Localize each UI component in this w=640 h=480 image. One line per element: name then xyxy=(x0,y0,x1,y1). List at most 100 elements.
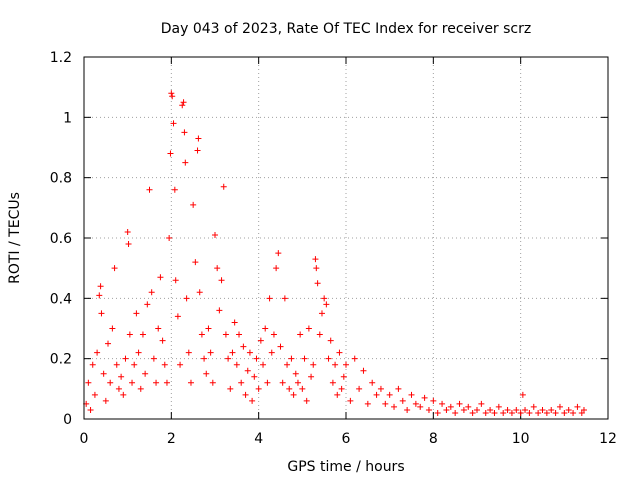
data-point xyxy=(530,403,537,410)
data-point xyxy=(369,379,376,386)
data-point xyxy=(517,409,524,416)
data-point xyxy=(190,201,197,208)
data-point xyxy=(195,135,202,142)
chart-title: Day 043 of 2023, Rate Of TEC Index for r… xyxy=(161,21,531,37)
data-point xyxy=(329,379,336,386)
data-point xyxy=(244,367,251,374)
data-point xyxy=(434,409,441,416)
y-tick-label: 0 xyxy=(63,412,72,428)
data-point xyxy=(102,397,109,404)
data-point xyxy=(174,313,181,320)
data-point xyxy=(124,228,131,235)
data-point xyxy=(214,265,221,272)
data-point xyxy=(253,355,260,362)
data-point xyxy=(284,361,291,368)
data-point xyxy=(233,361,240,368)
data-point xyxy=(126,331,133,338)
data-point xyxy=(231,319,238,326)
y-tick-label: 0.8 xyxy=(50,171,72,187)
data-point xyxy=(495,403,502,410)
data-point xyxy=(242,391,249,398)
data-point xyxy=(113,361,120,368)
data-point xyxy=(439,400,446,407)
data-point xyxy=(87,406,94,413)
data-point xyxy=(299,385,306,392)
data-point xyxy=(207,349,214,356)
data-point xyxy=(137,385,144,392)
data-point xyxy=(168,90,175,97)
x-tick-label: 8 xyxy=(429,431,438,447)
data-point xyxy=(167,150,174,157)
data-point xyxy=(216,307,223,314)
data-point xyxy=(270,331,277,338)
data-point xyxy=(148,289,155,296)
data-point xyxy=(246,349,253,356)
data-point xyxy=(313,265,320,272)
data-point xyxy=(179,102,186,109)
data-point xyxy=(452,409,459,416)
data-point xyxy=(404,406,411,413)
data-point xyxy=(395,385,402,392)
data-point xyxy=(290,391,297,398)
data-point xyxy=(310,361,317,368)
data-point xyxy=(469,409,476,416)
data-point xyxy=(139,331,146,338)
data-point xyxy=(312,256,319,263)
data-point xyxy=(535,409,542,416)
data-point xyxy=(382,400,389,407)
data-point xyxy=(391,403,398,410)
data-point xyxy=(161,361,168,368)
data-point xyxy=(323,301,330,308)
data-point xyxy=(236,331,243,338)
data-point xyxy=(360,367,367,374)
data-point xyxy=(273,265,280,272)
data-point xyxy=(266,295,273,302)
data-point xyxy=(122,355,129,362)
data-point xyxy=(286,385,293,392)
data-point xyxy=(177,361,184,368)
data-point xyxy=(153,379,160,386)
data-point xyxy=(109,325,116,332)
data-point xyxy=(543,409,550,416)
data-point xyxy=(491,409,498,416)
data-point xyxy=(408,391,415,398)
data-point xyxy=(305,325,312,332)
data-point xyxy=(220,183,227,190)
data-point xyxy=(580,406,587,413)
data-point xyxy=(456,400,463,407)
data-point xyxy=(107,379,114,386)
data-point xyxy=(166,235,173,241)
data-point xyxy=(262,325,269,332)
data-point xyxy=(334,391,341,398)
data-point xyxy=(163,379,170,386)
data-point xyxy=(135,349,142,356)
data-point xyxy=(460,406,467,413)
data-point xyxy=(257,337,264,344)
data-point xyxy=(180,99,187,106)
grid-lines xyxy=(84,57,608,419)
data-point xyxy=(478,400,485,407)
data-point xyxy=(100,370,107,377)
data-point xyxy=(504,406,511,413)
data-point xyxy=(508,409,515,416)
y-tick-label: 0.2 xyxy=(50,352,72,368)
y-tick-label: 1.2 xyxy=(50,50,72,66)
data-point xyxy=(377,385,384,392)
data-point xyxy=(474,406,480,413)
data-point xyxy=(171,186,178,193)
data-point xyxy=(277,343,284,350)
data-point xyxy=(133,310,140,317)
data-point xyxy=(336,349,343,356)
x-tick-label: 2 xyxy=(167,431,176,447)
data-point xyxy=(255,385,262,392)
data-point xyxy=(268,349,275,356)
data-point xyxy=(85,379,92,386)
data-point xyxy=(539,406,546,413)
data-point xyxy=(443,406,450,413)
data-point xyxy=(94,349,101,356)
data-point xyxy=(205,325,212,332)
data-point xyxy=(332,361,339,368)
x-axis-label: GPS time / hours xyxy=(287,459,404,475)
